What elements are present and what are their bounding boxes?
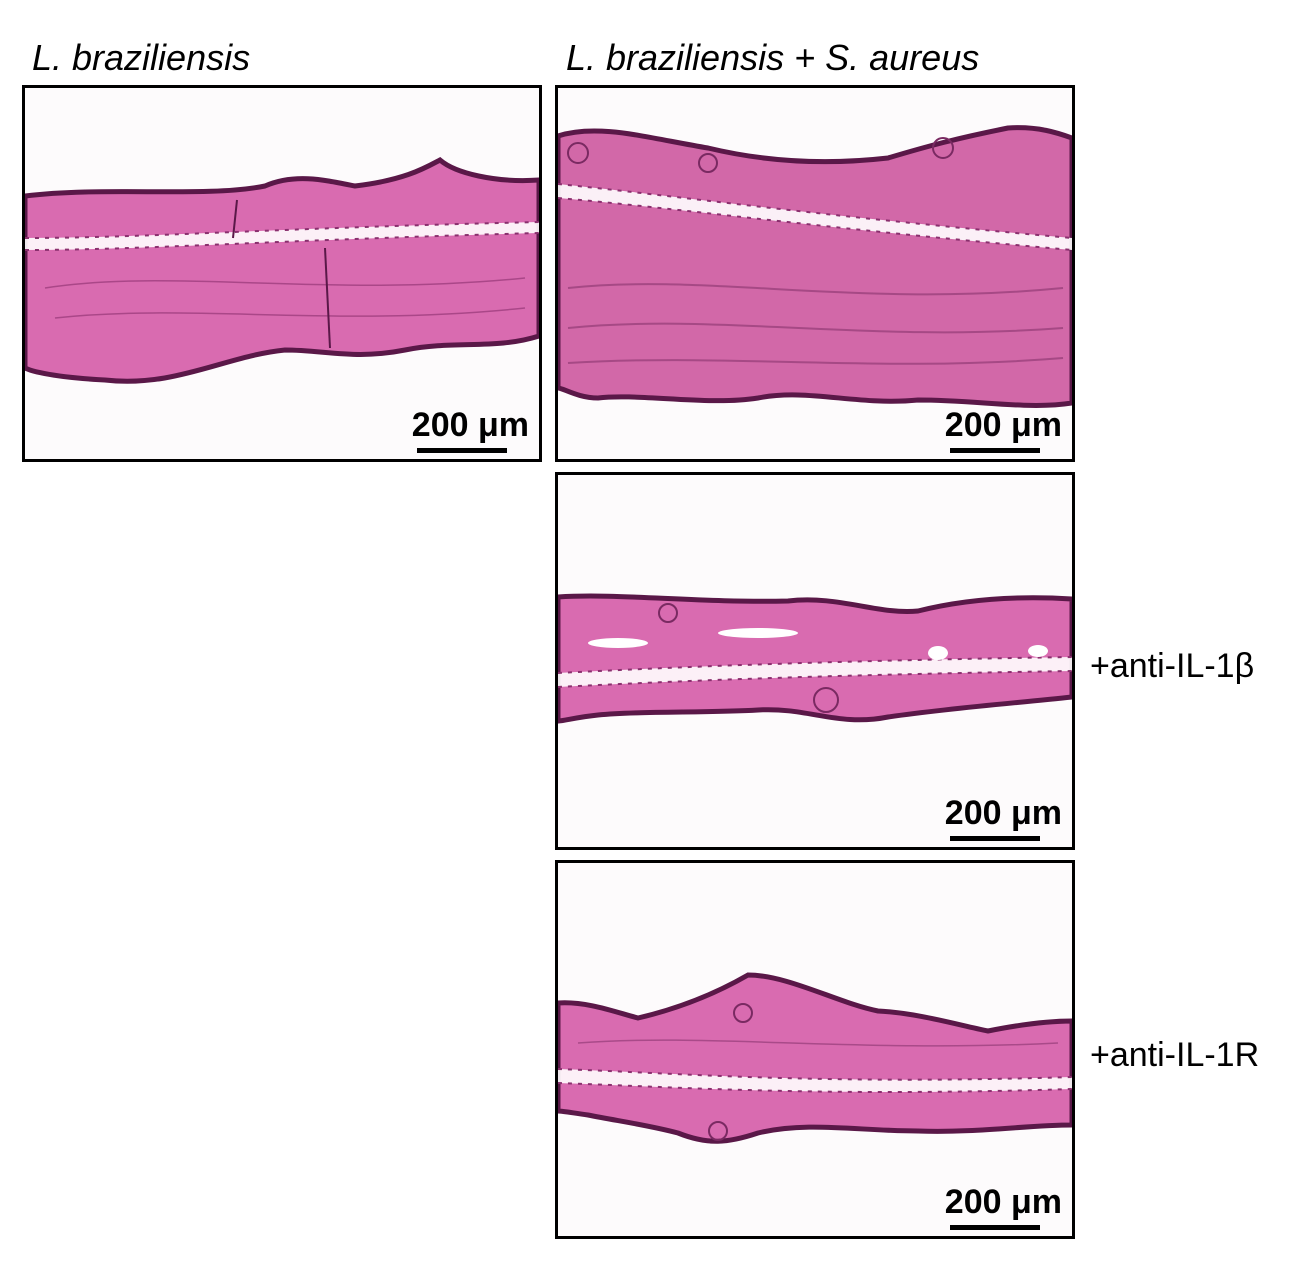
tissue-section-image <box>558 125 1072 408</box>
scale-bar <box>950 448 1040 453</box>
scale-bar <box>950 1225 1040 1230</box>
treatment-label-anti-il1b: +anti-IL-1β <box>1090 647 1255 685</box>
scale-bar-label: 200 μm <box>411 406 529 444</box>
tissue-section-image <box>558 593 1072 724</box>
micrograph-panel-anti-il1r: 200 μm <box>555 860 1075 1239</box>
scale-bar-label: 200 μm <box>944 794 1062 832</box>
micrograph-panel-lb: 200 μm <box>22 85 542 462</box>
scale-bar-label: 200 μm <box>944 1183 1062 1221</box>
tissue-section-image <box>25 156 539 384</box>
tissue-section-image <box>558 972 1072 1144</box>
scale-bar <box>417 448 507 453</box>
micrograph-panel-anti-il1b: 200 μm <box>555 472 1075 850</box>
micrograph-panel-lb-sa: 200 μm <box>555 85 1075 462</box>
column-title-lb: L. braziliensis <box>32 37 251 78</box>
scale-bar-label: 200 μm <box>944 406 1062 444</box>
treatment-label-anti-il1r: +anti-IL-1R <box>1090 1036 1260 1074</box>
scale-bar <box>950 836 1040 841</box>
column-title-lb-sa: L. braziliensis + S. aureus <box>566 37 980 78</box>
